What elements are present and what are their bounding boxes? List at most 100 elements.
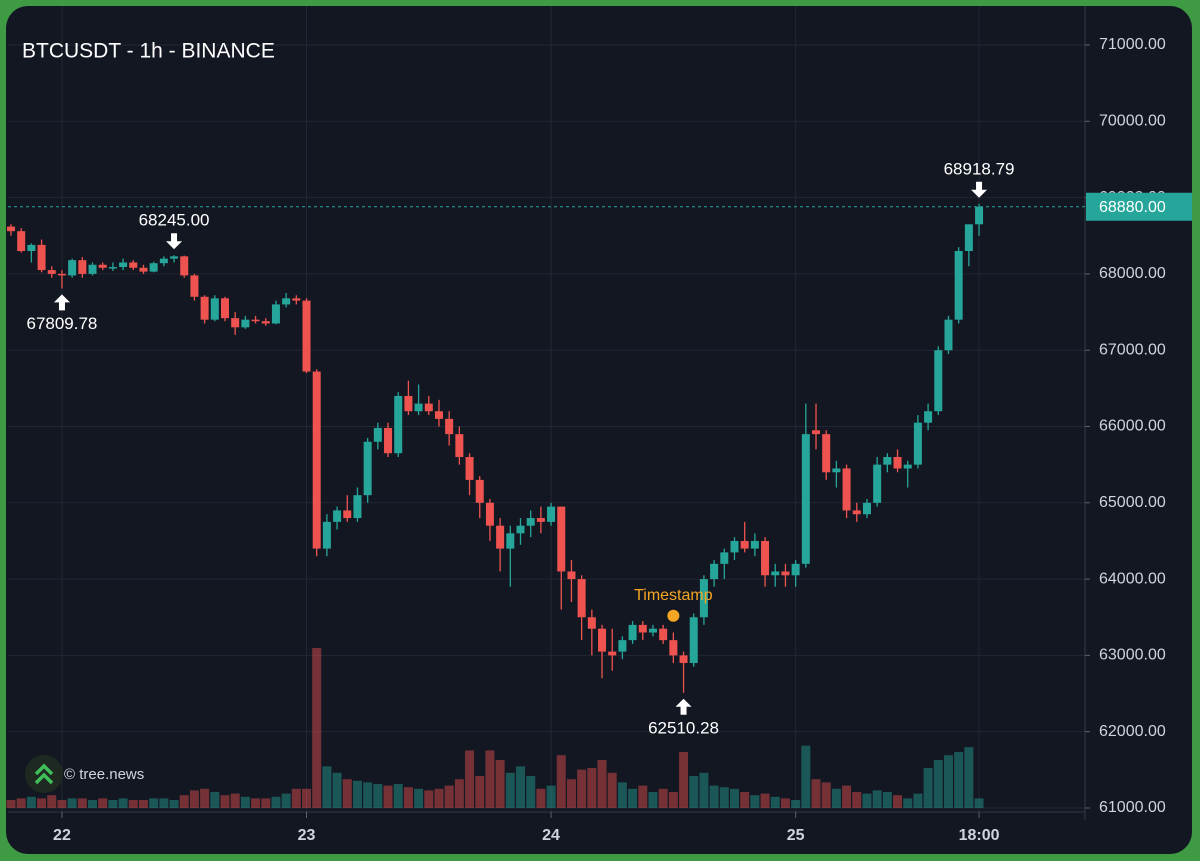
- volume-bar: [424, 790, 434, 808]
- volume-bar: [352, 780, 362, 808]
- volume-bar: [729, 788, 739, 808]
- volume-bar: [98, 798, 108, 808]
- candle-body: [98, 264, 107, 268]
- volume-bar: [393, 784, 403, 808]
- candle-body: [27, 244, 36, 252]
- volume-bar: [77, 798, 87, 808]
- candle-body: [57, 273, 66, 276]
- volume-bar: [505, 772, 515, 808]
- y-tick-label: 67000.00: [1099, 341, 1166, 358]
- volume-bar: [444, 785, 454, 808]
- annotation-label: 62510.28: [648, 718, 719, 737]
- volume-bar: [169, 800, 179, 808]
- watermark: © tree.news: [64, 766, 144, 783]
- volume-bar: [220, 795, 230, 808]
- volume-bar: [485, 750, 495, 808]
- candle-body: [434, 411, 443, 419]
- volume-bar: [709, 785, 719, 808]
- volume-bar: [617, 782, 627, 808]
- candle-body: [68, 260, 77, 276]
- candle-body: [781, 571, 790, 576]
- candle-body: [47, 270, 56, 274]
- candle-body: [17, 231, 26, 252]
- volume-bar: [903, 798, 913, 808]
- volume-bar: [149, 798, 159, 808]
- volume-bar: [363, 782, 373, 808]
- volume-bar: [230, 793, 240, 808]
- y-tick-label: 61000.00: [1099, 799, 1166, 816]
- volume-bar: [913, 793, 923, 808]
- candle-body: [506, 533, 515, 549]
- volume-bar: [974, 798, 984, 808]
- candle-body: [710, 563, 719, 580]
- y-tick-label: 64000.00: [1099, 570, 1166, 587]
- volume-bar: [6, 800, 16, 808]
- candle-body: [761, 540, 770, 576]
- annotation-label: 68918.79: [944, 159, 1015, 178]
- candle-body: [750, 540, 759, 549]
- candle-body: [577, 579, 586, 618]
- candle-body: [669, 640, 678, 656]
- axes: 61000.00 62000.00 63000.00 64000.00 65000.00…: [53, 36, 1166, 844]
- annotation-label: 67809.78: [26, 314, 97, 333]
- volume-bar: [16, 798, 26, 808]
- candle-body: [159, 258, 168, 264]
- candle-body: [180, 256, 189, 276]
- volume-bar: [57, 800, 67, 808]
- candle-body: [567, 571, 576, 580]
- volume-bar: [780, 798, 790, 808]
- volume-bar: [923, 768, 933, 808]
- candle-body: [271, 304, 280, 324]
- volume-bar: [454, 779, 464, 808]
- candle-body: [200, 296, 209, 320]
- volume-bar: [414, 788, 424, 808]
- y-tick-label: 71000.00: [1099, 36, 1166, 53]
- panel: [6, 6, 1192, 854]
- candle-body: [220, 298, 229, 319]
- volume-bar: [536, 788, 546, 808]
- x-tick-label: 18:00: [959, 827, 1000, 844]
- timestamp-dot: [667, 609, 680, 622]
- volume-bar: [638, 785, 648, 808]
- volume-bar: [526, 776, 536, 808]
- volume-bar: [332, 772, 342, 808]
- candle-body: [720, 552, 729, 564]
- annotation-arrow: [166, 233, 183, 250]
- volume-bar: [403, 787, 413, 808]
- candle-body: [485, 502, 494, 526]
- volume-bar: [383, 785, 393, 808]
- volume-bar: [679, 752, 689, 808]
- volume-bar: [312, 648, 322, 808]
- volume-bar: [740, 792, 750, 808]
- candle-body: [893, 457, 902, 469]
- candle-body: [424, 403, 433, 412]
- candle-body: [312, 371, 321, 549]
- volume-bar: [791, 800, 801, 808]
- candle-body: [975, 206, 984, 225]
- candle-body: [139, 267, 148, 272]
- candle-body: [78, 260, 87, 274]
- candle-body: [598, 628, 607, 652]
- candle-body: [852, 510, 861, 515]
- volume-bar: [342, 779, 352, 808]
- volume-bar: [750, 795, 760, 808]
- candle-body: [638, 624, 647, 633]
- volume-bar: [719, 787, 729, 808]
- candle-body: [302, 300, 311, 372]
- volume-bar: [67, 798, 77, 808]
- candle-body: [119, 262, 128, 268]
- volume-bar: [251, 798, 261, 808]
- volume-pane: [6, 648, 984, 808]
- volume-bar: [689, 776, 699, 808]
- volume-bar: [587, 768, 597, 808]
- volume-bar: [954, 752, 964, 808]
- volume-bar: [933, 760, 943, 808]
- volume-bar: [128, 800, 138, 808]
- candle-body: [964, 224, 973, 252]
- candle-body: [842, 468, 851, 511]
- last-price-box: [1086, 192, 1192, 221]
- volume-bar: [668, 792, 678, 808]
- candle-body: [475, 479, 484, 503]
- candle-body: [547, 506, 556, 522]
